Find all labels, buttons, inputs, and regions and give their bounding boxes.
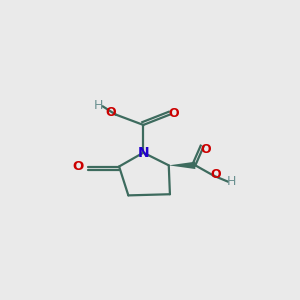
Text: O: O xyxy=(72,160,83,173)
Text: O: O xyxy=(200,143,211,156)
Polygon shape xyxy=(169,162,195,169)
Text: N: N xyxy=(137,146,149,160)
Text: H: H xyxy=(94,99,103,112)
Text: O: O xyxy=(168,107,179,120)
Text: O: O xyxy=(211,168,221,181)
Text: H: H xyxy=(227,175,236,188)
Text: O: O xyxy=(106,106,116,119)
